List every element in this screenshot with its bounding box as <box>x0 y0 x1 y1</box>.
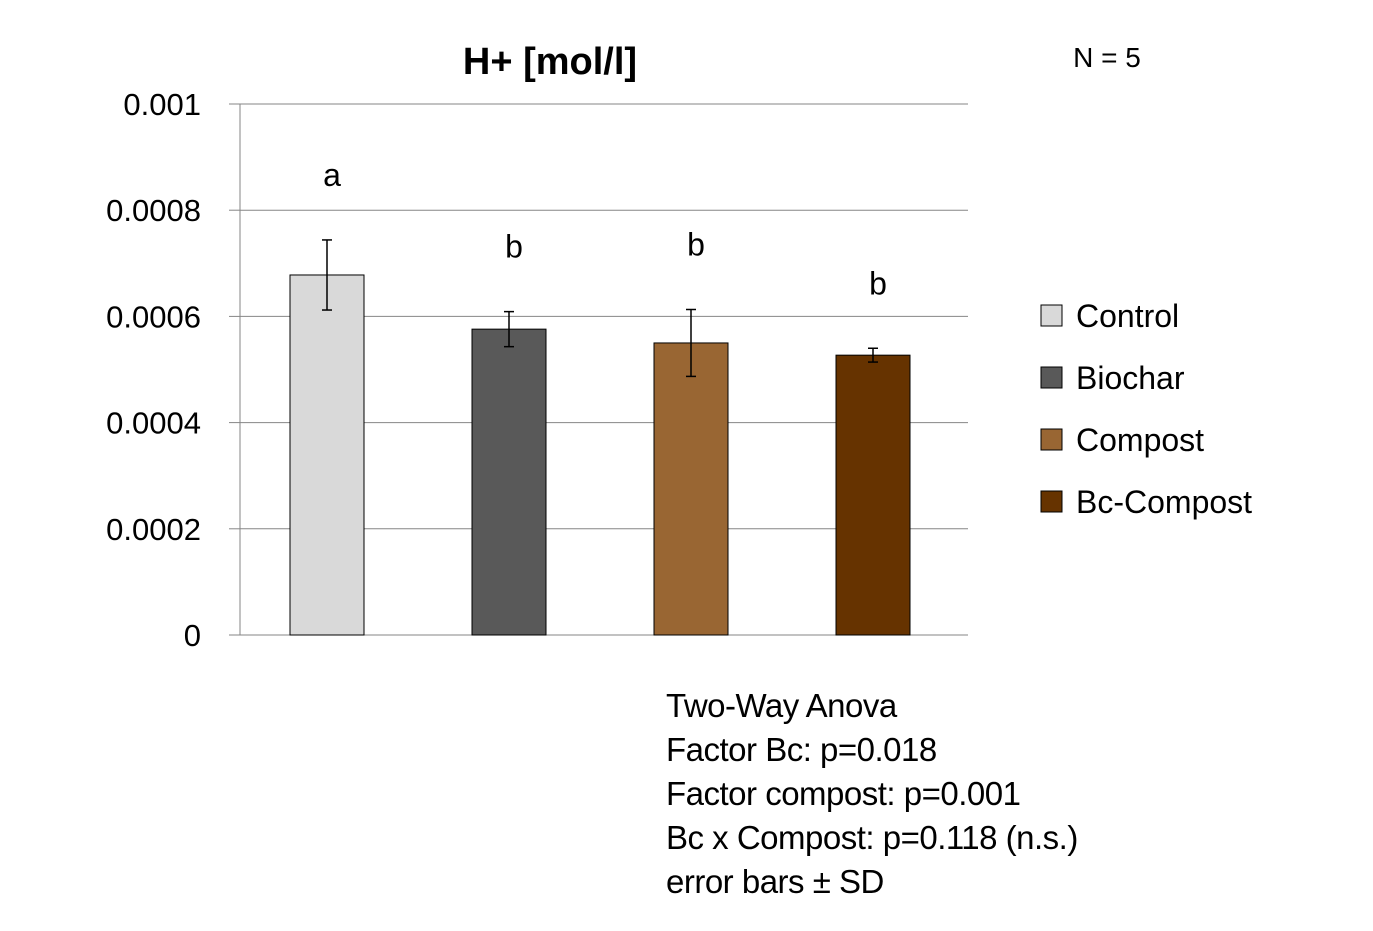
interaction-result: Bc x Compost: p=0.118 (n.s.) <box>666 819 1078 856</box>
y-tick-label: 0 <box>184 618 201 653</box>
legend-swatch-compost <box>1040 428 1063 451</box>
bar-biochar <box>471 328 547 636</box>
anova-title: Two-Way Anova <box>666 687 897 724</box>
sample-size-label: N = 5 <box>1073 42 1141 73</box>
legend-swatch-control <box>1040 304 1063 327</box>
factor-compost-result: Factor compost: p=0.001 <box>666 775 1021 812</box>
bar-compost <box>653 342 729 636</box>
y-tick-label: 0.0004 <box>106 406 201 441</box>
error-bars <box>322 239 878 378</box>
legend: Control Biochar Compost Bc-Compost <box>1040 298 1252 520</box>
significance-letter-biochar: b <box>505 229 523 265</box>
y-tick-label: 0.001 <box>123 87 201 122</box>
factor-bc-result: Factor Bc: p=0.018 <box>666 731 937 768</box>
legend-swatch-bc-compost <box>1040 490 1063 513</box>
y-tick-labels: 0 0.0002 0.0004 0.0006 0.0008 0.001 <box>106 87 201 653</box>
anova-results: Two-Way Anova Factor Bc: p=0.018 Factor … <box>666 684 1078 904</box>
chart-title: H+ [mol/l] <box>463 41 637 83</box>
significance-letter-compost: b <box>687 226 705 262</box>
legend-label-control: Control <box>1076 298 1179 334</box>
bar-bc-compost <box>835 354 911 636</box>
legend-label-bc-compost: Bc-Compost <box>1076 484 1252 520</box>
significance-letters: a b b b <box>323 157 887 301</box>
legend-label-compost: Compost <box>1076 422 1204 458</box>
bar-control <box>289 274 365 636</box>
legend-label-biochar: Biochar <box>1076 360 1185 396</box>
y-tick-label: 0.0008 <box>106 193 201 228</box>
significance-letter-control: a <box>323 157 341 193</box>
error-bar-note: error bars ± SD <box>666 863 884 900</box>
y-tick-label: 0.0002 <box>106 512 201 547</box>
bars <box>289 274 911 636</box>
significance-letter-bc-compost: b <box>869 265 887 301</box>
y-tick-label: 0.0006 <box>106 299 201 334</box>
legend-swatch-biochar <box>1040 366 1063 389</box>
